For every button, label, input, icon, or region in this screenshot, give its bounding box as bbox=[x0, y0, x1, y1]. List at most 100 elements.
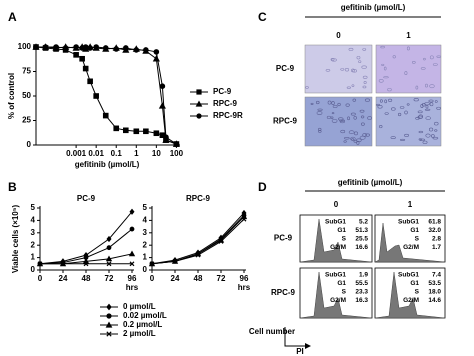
marker bbox=[93, 93, 99, 99]
axis bbox=[151, 206, 246, 271]
cell bbox=[331, 101, 335, 106]
marker bbox=[93, 44, 99, 50]
cell bbox=[425, 83, 428, 88]
y-tick-label: 5 bbox=[143, 203, 148, 212]
cell bbox=[361, 65, 367, 69]
y-tick-label: 4 bbox=[31, 216, 36, 225]
cell bbox=[346, 86, 351, 89]
phase-value: 2.8 bbox=[432, 236, 441, 243]
marker bbox=[159, 83, 166, 89]
cell bbox=[384, 112, 389, 115]
cell bbox=[417, 110, 423, 114]
cell bbox=[358, 60, 362, 63]
marker bbox=[42, 44, 49, 50]
y-tick-label: 25 bbox=[22, 116, 31, 125]
cell bbox=[432, 136, 439, 140]
marker bbox=[82, 44, 89, 50]
cell bbox=[429, 102, 434, 107]
cell bbox=[317, 108, 323, 111]
x-tick-label: 48 bbox=[82, 274, 91, 283]
cell bbox=[420, 67, 426, 70]
phase-value: 61.8 bbox=[428, 219, 441, 226]
cell bbox=[348, 47, 354, 51]
histogram bbox=[299, 271, 373, 319]
cell bbox=[406, 46, 410, 51]
marker bbox=[105, 255, 113, 262]
x-tick-label: 0 bbox=[38, 274, 43, 283]
marker bbox=[73, 44, 79, 50]
cell bbox=[327, 100, 332, 105]
row-label: PC-9 bbox=[276, 64, 295, 73]
column-label: 0 bbox=[334, 200, 339, 209]
cell bbox=[352, 69, 357, 73]
micrograph bbox=[304, 96, 373, 147]
cell bbox=[359, 109, 365, 113]
x-tick-label: 72 bbox=[105, 274, 114, 283]
column-label: 1 bbox=[406, 31, 411, 40]
legend-label: RPC-9R bbox=[213, 111, 243, 120]
chart-title: RPC-9 bbox=[186, 194, 211, 203]
cell bbox=[432, 63, 438, 66]
phase-value: 51.3 bbox=[355, 227, 368, 234]
cell bbox=[331, 118, 338, 123]
y-axis-label: Cell number bbox=[249, 327, 295, 336]
cell bbox=[351, 84, 355, 87]
cell bbox=[429, 84, 435, 89]
marker bbox=[79, 55, 85, 62]
x-axis-label: hrs bbox=[126, 283, 139, 292]
marker bbox=[60, 261, 66, 267]
y-tick-label: 2 bbox=[31, 240, 36, 249]
panel-header: gefitinib (µmol/L) bbox=[338, 178, 403, 187]
cell bbox=[390, 136, 396, 139]
arrow-head bbox=[305, 343, 311, 349]
x-tick-label: 24 bbox=[59, 274, 68, 283]
marker bbox=[53, 44, 59, 50]
cell bbox=[419, 138, 426, 142]
cell bbox=[350, 136, 356, 141]
cell bbox=[418, 114, 424, 119]
cell bbox=[397, 112, 402, 117]
y-tick-label: 0 bbox=[31, 265, 36, 274]
marker bbox=[149, 261, 155, 267]
cell bbox=[379, 125, 383, 129]
histogram bbox=[374, 271, 446, 319]
row-label: RPC-9 bbox=[271, 288, 296, 297]
marker bbox=[123, 127, 129, 134]
cell bbox=[367, 116, 372, 120]
panel-letter: C bbox=[258, 10, 267, 24]
cell bbox=[359, 135, 366, 140]
cell bbox=[387, 87, 392, 92]
phase-label: S bbox=[342, 236, 347, 243]
marker bbox=[73, 52, 79, 58]
cell bbox=[383, 76, 389, 79]
cell bbox=[428, 99, 434, 103]
phase-value: 1.9 bbox=[359, 272, 368, 279]
legend-label: 0.2 µmol/L bbox=[123, 320, 162, 329]
cell bbox=[381, 63, 385, 66]
marker bbox=[158, 102, 166, 109]
cell bbox=[362, 133, 367, 137]
marker bbox=[82, 65, 89, 72]
panel-header: gefitinib (µmol/L) bbox=[341, 3, 406, 12]
phase-value: 16.6 bbox=[355, 244, 368, 251]
phase-label: SubG1 bbox=[398, 219, 419, 226]
y-tick-label: 100 bbox=[18, 42, 32, 51]
phase-value: 7.4 bbox=[432, 272, 441, 279]
marker bbox=[106, 235, 112, 243]
cell bbox=[353, 131, 358, 136]
cell bbox=[365, 133, 370, 137]
cell bbox=[424, 102, 430, 106]
phase-label: G2/M bbox=[330, 244, 346, 251]
panel-letter: A bbox=[8, 10, 17, 24]
cell bbox=[424, 108, 431, 111]
row-label: PC-9 bbox=[274, 234, 293, 243]
cell bbox=[318, 127, 322, 131]
cell bbox=[340, 129, 346, 134]
marker bbox=[172, 258, 178, 264]
marker bbox=[106, 313, 112, 319]
phase-value: 25.5 bbox=[355, 236, 368, 243]
phase-label: S bbox=[415, 236, 420, 243]
phase-value: 5.2 bbox=[359, 219, 368, 226]
x-tick-label: 10 bbox=[152, 149, 161, 158]
cell bbox=[347, 116, 350, 121]
